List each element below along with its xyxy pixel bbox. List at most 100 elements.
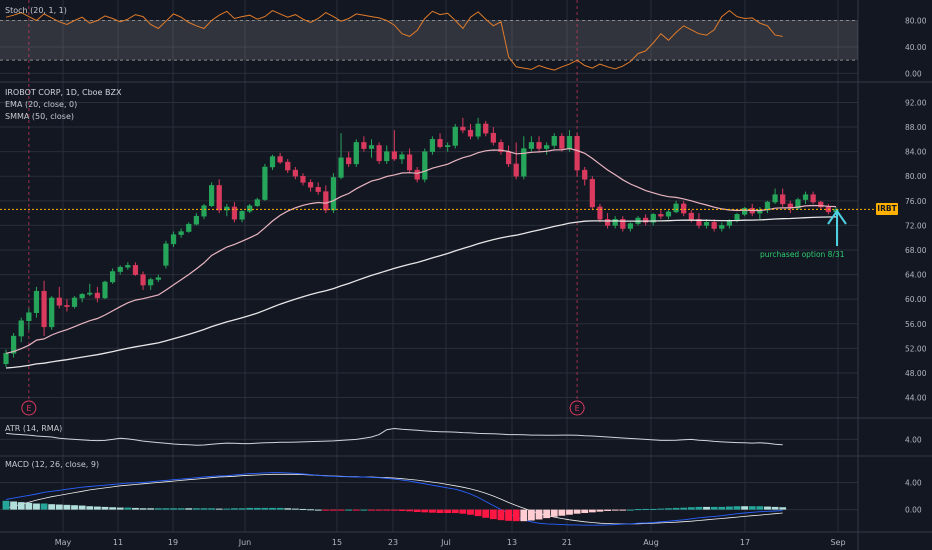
ema-legend[interactable]: EMA (20, close, 0) bbox=[5, 100, 78, 109]
macd-bar bbox=[680, 507, 688, 510]
candle-body bbox=[87, 292, 93, 295]
candle-body bbox=[780, 194, 786, 205]
candle-body bbox=[696, 219, 702, 226]
candle-body bbox=[582, 169, 588, 180]
stoch-band bbox=[0, 20, 858, 61]
candle-body bbox=[521, 148, 527, 177]
candle-body bbox=[26, 312, 32, 321]
candle-body bbox=[604, 219, 611, 226]
candle-body bbox=[132, 265, 139, 275]
candle-body bbox=[64, 305, 70, 307]
candle-body bbox=[41, 290, 47, 328]
candle-body bbox=[186, 223, 192, 232]
candle-body bbox=[445, 145, 451, 147]
candle-body bbox=[802, 194, 809, 200]
time-axis[interactable]: May 11 19 Jun 15 23 Jul 13 21 Aug 17 Sep bbox=[55, 538, 846, 547]
symbol-title[interactable]: IROBOT CORP, 1D, Cboe BZX bbox=[5, 88, 122, 97]
macd-bar bbox=[322, 509, 330, 511]
macd-bar bbox=[703, 506, 710, 510]
macd-bar bbox=[436, 509, 444, 514]
macd-bar bbox=[741, 506, 749, 510]
candle-body bbox=[460, 126, 466, 131]
macd-legend[interactable]: MACD (12, 26, close, 9) bbox=[5, 460, 100, 469]
candle-body bbox=[79, 294, 85, 299]
macd-bar bbox=[672, 507, 680, 510]
stoch-legend[interactable]: Stoch (20, 1, 1) bbox=[5, 6, 67, 15]
macd-bar bbox=[170, 508, 177, 510]
macd-bar bbox=[139, 508, 147, 510]
price-tick-44: 44.00 bbox=[905, 394, 927, 403]
macd-bar bbox=[451, 509, 459, 514]
stoch-band-fill bbox=[0, 20, 858, 61]
candle-body bbox=[170, 234, 177, 245]
macd-bar bbox=[657, 508, 665, 510]
candle-body bbox=[3, 353, 9, 364]
stoch-tick-40: 40.00 bbox=[905, 43, 927, 52]
macd-bar bbox=[421, 509, 429, 513]
time-tick-3: Jun bbox=[238, 538, 252, 547]
macd-bar bbox=[55, 504, 63, 510]
candle-body bbox=[178, 231, 184, 235]
macd-bar bbox=[756, 506, 764, 510]
macd-bar bbox=[215, 508, 223, 510]
macd-bar bbox=[520, 509, 528, 522]
atr-legend[interactable]: ATR (14, RMA) bbox=[5, 424, 63, 433]
candle-body bbox=[475, 123, 481, 137]
macd-bar bbox=[154, 508, 162, 510]
macd-bar bbox=[291, 508, 299, 510]
macd-bar bbox=[177, 508, 185, 510]
macd-bar bbox=[695, 506, 703, 510]
candle-body bbox=[528, 142, 535, 149]
macd-bar bbox=[718, 506, 726, 510]
candle-body bbox=[11, 335, 17, 354]
macd-bar bbox=[489, 509, 497, 520]
atr-tick-4: 4.00 bbox=[905, 435, 922, 444]
macd-bar bbox=[573, 509, 581, 514]
price-tick-68: 68.00 bbox=[905, 246, 927, 255]
price-tick-52: 52.00 bbox=[905, 344, 927, 353]
candle-body bbox=[338, 157, 344, 178]
price-tick-64: 64.00 bbox=[905, 271, 927, 280]
macd-bar bbox=[459, 509, 467, 514]
price-tick-92: 92.00 bbox=[905, 98, 927, 107]
macd-bar bbox=[337, 509, 345, 511]
macd-bar bbox=[48, 504, 56, 510]
candle-body bbox=[742, 207, 748, 215]
time-tick-2: 19 bbox=[168, 538, 178, 547]
macd-bar bbox=[368, 509, 375, 511]
candle-body bbox=[589, 179, 595, 208]
smma-legend[interactable]: SMMA (50, close) bbox=[5, 112, 75, 121]
candle-body bbox=[566, 136, 573, 149]
macd-bar bbox=[223, 508, 231, 510]
macd-bar bbox=[253, 507, 261, 510]
candle-body bbox=[597, 206, 603, 220]
macd-bar bbox=[33, 503, 40, 510]
price-tick-60: 60.00 bbox=[905, 295, 927, 304]
candle-body bbox=[810, 194, 816, 203]
macd-bar bbox=[109, 507, 117, 510]
candles[interactable] bbox=[3, 117, 839, 367]
macd-bar bbox=[725, 506, 733, 510]
macd-histogram bbox=[2, 500, 787, 522]
macd-bar bbox=[307, 509, 315, 511]
candle-body bbox=[513, 163, 519, 177]
candle-body bbox=[368, 145, 375, 149]
candle-body bbox=[323, 191, 329, 211]
macd-bar bbox=[611, 509, 619, 511]
candle-body bbox=[452, 126, 458, 146]
candle-body bbox=[505, 151, 512, 165]
macd-bar bbox=[17, 502, 25, 510]
candle-body bbox=[650, 214, 656, 223]
candle-body bbox=[94, 292, 100, 299]
macd-bar bbox=[383, 509, 391, 511]
annotations bbox=[0, 208, 876, 246]
time-tick-8: 21 bbox=[562, 538, 572, 547]
macd-bar bbox=[276, 507, 284, 510]
macd-bar bbox=[649, 508, 657, 510]
macd-bar bbox=[428, 509, 436, 513]
candle-body bbox=[688, 212, 694, 220]
macd-bar bbox=[208, 508, 216, 510]
macd-bar bbox=[764, 506, 771, 510]
macd-bar bbox=[444, 509, 452, 514]
